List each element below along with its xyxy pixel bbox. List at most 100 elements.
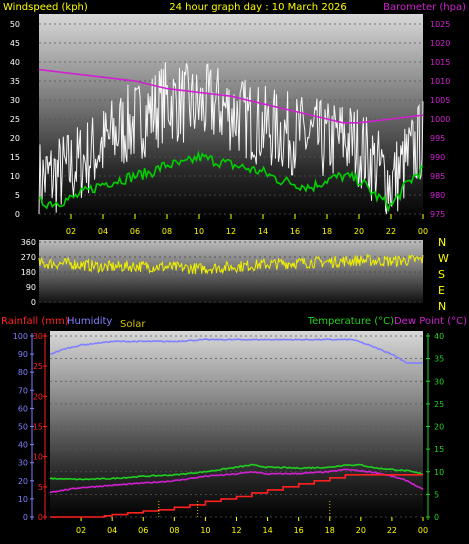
windspeed-tick-label: 0 bbox=[15, 210, 20, 219]
windspeed-tick-label: 50 bbox=[10, 20, 20, 29]
wind-gust-series bbox=[38, 61, 424, 215]
direction-panel-background bbox=[39, 240, 423, 303]
barometer-tick-label: 990 bbox=[430, 153, 445, 162]
temperature-hour-tick-label: 12 bbox=[231, 526, 241, 535]
compass-label: S bbox=[438, 268, 445, 281]
windspeed-tick-label: 30 bbox=[10, 96, 20, 105]
rainfall-tick-label: 10 bbox=[33, 453, 43, 462]
humidity-series bbox=[50, 338, 424, 365]
compass-label: W bbox=[438, 252, 449, 265]
temperature-hour-tick-label: 14 bbox=[262, 526, 272, 535]
windspeed-tick-label: 20 bbox=[10, 134, 20, 143]
rainfall-axis-label: Rainfall (mm) bbox=[1, 316, 69, 327]
wind-hour-tick-label: 12 bbox=[226, 227, 236, 236]
dew-point-series bbox=[49, 468, 424, 494]
barometer-axis-label: Barometer (hpa) bbox=[383, 2, 466, 13]
wind-hour-tick-label: 02 bbox=[66, 227, 76, 236]
windspeed-tick-label: 45 bbox=[10, 39, 20, 48]
rainfall-tick-label: 15 bbox=[33, 423, 43, 432]
barometer-tick-label: 1000 bbox=[430, 115, 450, 124]
temperature-tick-label: 25 bbox=[434, 400, 444, 409]
wind-hour-tick-label: 10 bbox=[194, 227, 204, 236]
temperature-tick-label: 40 bbox=[434, 332, 444, 341]
compass-label: N bbox=[438, 236, 446, 249]
barometer-tick-label: 1005 bbox=[430, 96, 450, 105]
wind-hour-ticks: 02 04 06 08 10 12 14 16 18 20 22 00 bbox=[66, 214, 428, 236]
rainfall-tick-label: 25 bbox=[33, 362, 43, 371]
humidity-tick-label: 40 bbox=[18, 441, 28, 450]
temperature-hour-tick-label: 04 bbox=[107, 526, 117, 535]
temperature-tick-label: 30 bbox=[434, 377, 444, 386]
windspeed-tick-label: 25 bbox=[10, 115, 20, 124]
temperature-hour-tick-label: 08 bbox=[169, 526, 179, 535]
temperature-ticks: 0 5 10 15 20 25 30 35 40 bbox=[426, 332, 444, 522]
dewpoint-axis-label: Dew Point (°C) bbox=[394, 316, 467, 327]
compass-label: E bbox=[438, 284, 445, 297]
windspeed-tick-label: 40 bbox=[10, 58, 20, 67]
direction-tick-label: 90 bbox=[26, 283, 36, 292]
wind-hour-tick-label: 00 bbox=[418, 227, 428, 236]
windspeed-tick-label: 5 bbox=[15, 191, 20, 200]
temperature-tick-label: 5 bbox=[434, 490, 439, 499]
humidity-tick-label: 10 bbox=[18, 495, 28, 504]
barometer-tick-label: 975 bbox=[430, 210, 445, 219]
temperature-hour-tick-label: 22 bbox=[387, 526, 397, 535]
humidity-tick-label: 70 bbox=[18, 386, 28, 395]
wind-hour-tick-label: 20 bbox=[354, 227, 364, 236]
rainfall-ticks: 0 5 10 15 20 25 30 bbox=[33, 332, 47, 522]
rainfall-tick-label: 5 bbox=[38, 483, 43, 492]
direction-tick-label: 270 bbox=[21, 253, 36, 262]
temperature-tick-label: 0 bbox=[434, 513, 439, 522]
rainfall-series bbox=[50, 474, 423, 518]
direction-plot-area bbox=[38, 253, 424, 275]
wind-hour-tick-label: 16 bbox=[290, 227, 300, 236]
barometer-tick-label: 995 bbox=[430, 134, 445, 143]
direction-tick-label: 360 bbox=[21, 238, 36, 247]
humidity-tick-label: 50 bbox=[18, 423, 28, 432]
wind-hour-tick-label: 04 bbox=[98, 227, 108, 236]
wind-hour-tick-label: 06 bbox=[130, 227, 140, 236]
barometer-tick-label: 985 bbox=[430, 172, 445, 181]
humidity-ticks: 0 10 20 30 40 50 60 70 80 90 100 bbox=[13, 332, 34, 522]
temperature-tick-label: 10 bbox=[434, 468, 444, 477]
temperature-hour-tick-label: 00 bbox=[418, 526, 428, 535]
wind-panel-background bbox=[39, 14, 423, 221]
humidity-tick-label: 80 bbox=[18, 368, 28, 377]
temperature-panel-background bbox=[50, 331, 423, 520]
direction-tick-label: 180 bbox=[21, 268, 36, 277]
barometer-tick-label: 1020 bbox=[430, 39, 450, 48]
temperature-tick-label: 20 bbox=[434, 423, 444, 432]
barometer-series bbox=[38, 68, 424, 124]
temperature-tick-label: 15 bbox=[434, 445, 444, 454]
direction-gridlines bbox=[39, 241, 423, 303]
windspeed-tick-label: 10 bbox=[10, 172, 20, 181]
wind-hour-tick-label: 08 bbox=[162, 227, 172, 236]
barometer-tick-label: 980 bbox=[430, 191, 445, 200]
temperature-hour-tick-label: 16 bbox=[294, 526, 304, 535]
barometer-ticks: 975 980 985 990 995 1000 1005 1010 1015 1020 1025 bbox=[430, 20, 450, 219]
barometer-tick-label: 1025 bbox=[430, 20, 450, 29]
direction-tick-label: 0 bbox=[31, 298, 36, 307]
barometer-tick-label: 1015 bbox=[430, 58, 450, 67]
humidity-tick-label: 20 bbox=[18, 477, 28, 486]
wind-direction-series bbox=[38, 253, 424, 275]
windspeed-tick-label: 15 bbox=[10, 153, 20, 162]
graph-date-title: 24 hour graph day : 10 March 2026 bbox=[169, 2, 347, 13]
wind-hour-tick-label: 18 bbox=[322, 227, 332, 236]
rainfall-tick-label: 0 bbox=[38, 513, 43, 522]
rainfall-tick-label: 30 bbox=[33, 332, 43, 341]
compass-label: N bbox=[438, 300, 446, 313]
temperature-hour-tick-label: 18 bbox=[325, 526, 335, 535]
wind-hour-tick-label: 14 bbox=[258, 227, 268, 236]
temperature-tick-label: 35 bbox=[434, 355, 444, 364]
humidity-tick-label: 100 bbox=[13, 332, 28, 341]
solar-axis-label: Solar bbox=[120, 319, 146, 330]
temperature-axis-label: Temperature (°C) bbox=[307, 316, 394, 327]
temperature-plot-area bbox=[49, 338, 424, 518]
barometer-tick-label: 1010 bbox=[430, 77, 450, 86]
wind-plot-area bbox=[38, 61, 424, 215]
humidity-tick-label: 0 bbox=[23, 513, 28, 522]
wind-average-series bbox=[38, 150, 424, 213]
